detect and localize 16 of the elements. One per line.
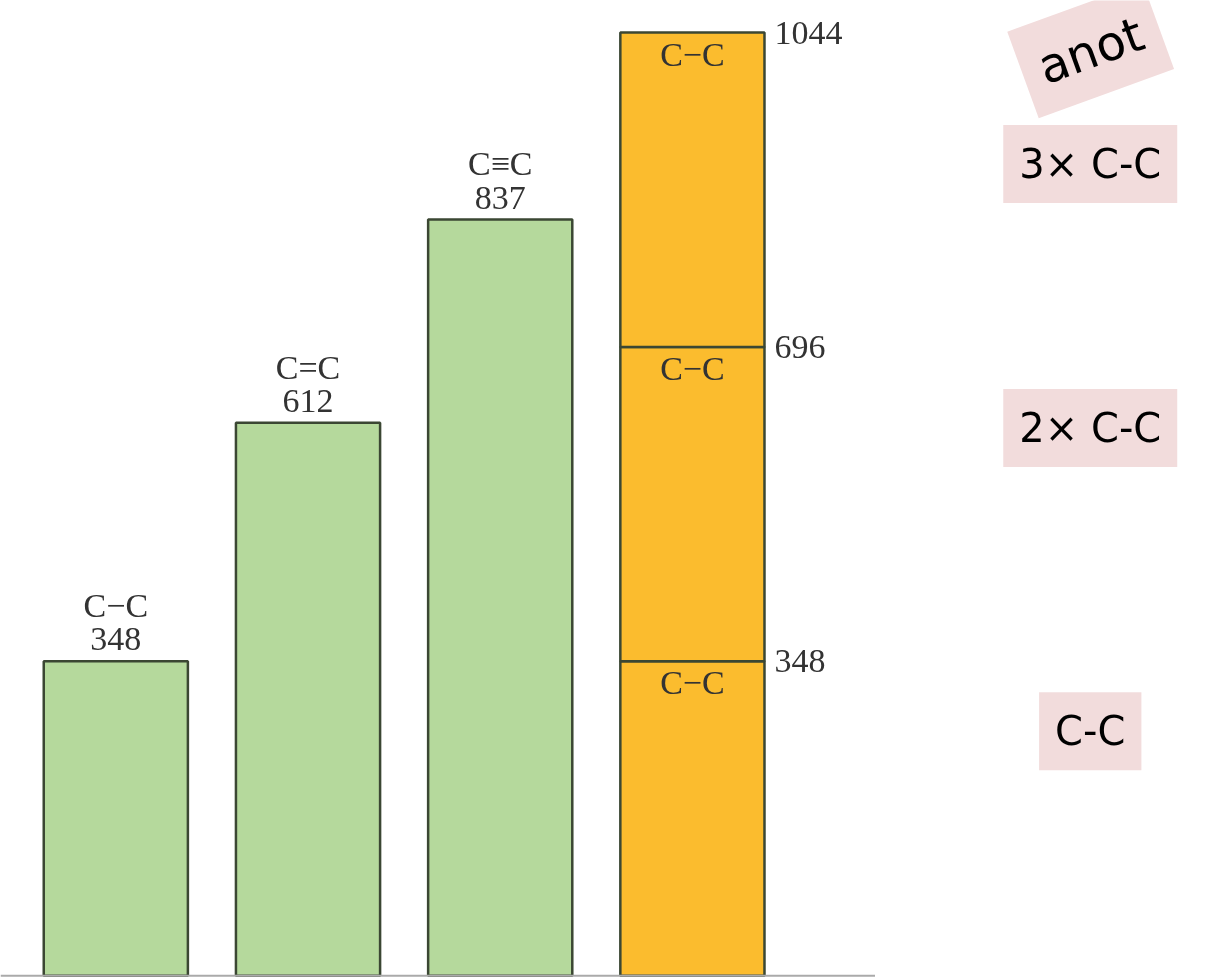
text: 2× C-C — [1019, 404, 1162, 451]
bar — [234, 421, 382, 977]
annotation: 348 — [774, 642, 826, 680]
text: C-C — [1055, 708, 1126, 755]
data-label: C−C — [660, 349, 725, 387]
annotation: 1044 — [774, 13, 843, 51]
data-label: C−C 348 — [83, 587, 149, 658]
text: anot — [1030, 5, 1151, 96]
annotation: 696 — [774, 327, 826, 365]
data-label: C=C 612 — [275, 348, 341, 419]
data-label: C−C — [660, 664, 725, 702]
bar — [42, 660, 190, 977]
data-label: C≡C 837 — [467, 145, 533, 216]
text: 3× C-C — [1019, 140, 1162, 187]
bar — [426, 218, 574, 977]
data-label: C−C — [660, 35, 725, 73]
